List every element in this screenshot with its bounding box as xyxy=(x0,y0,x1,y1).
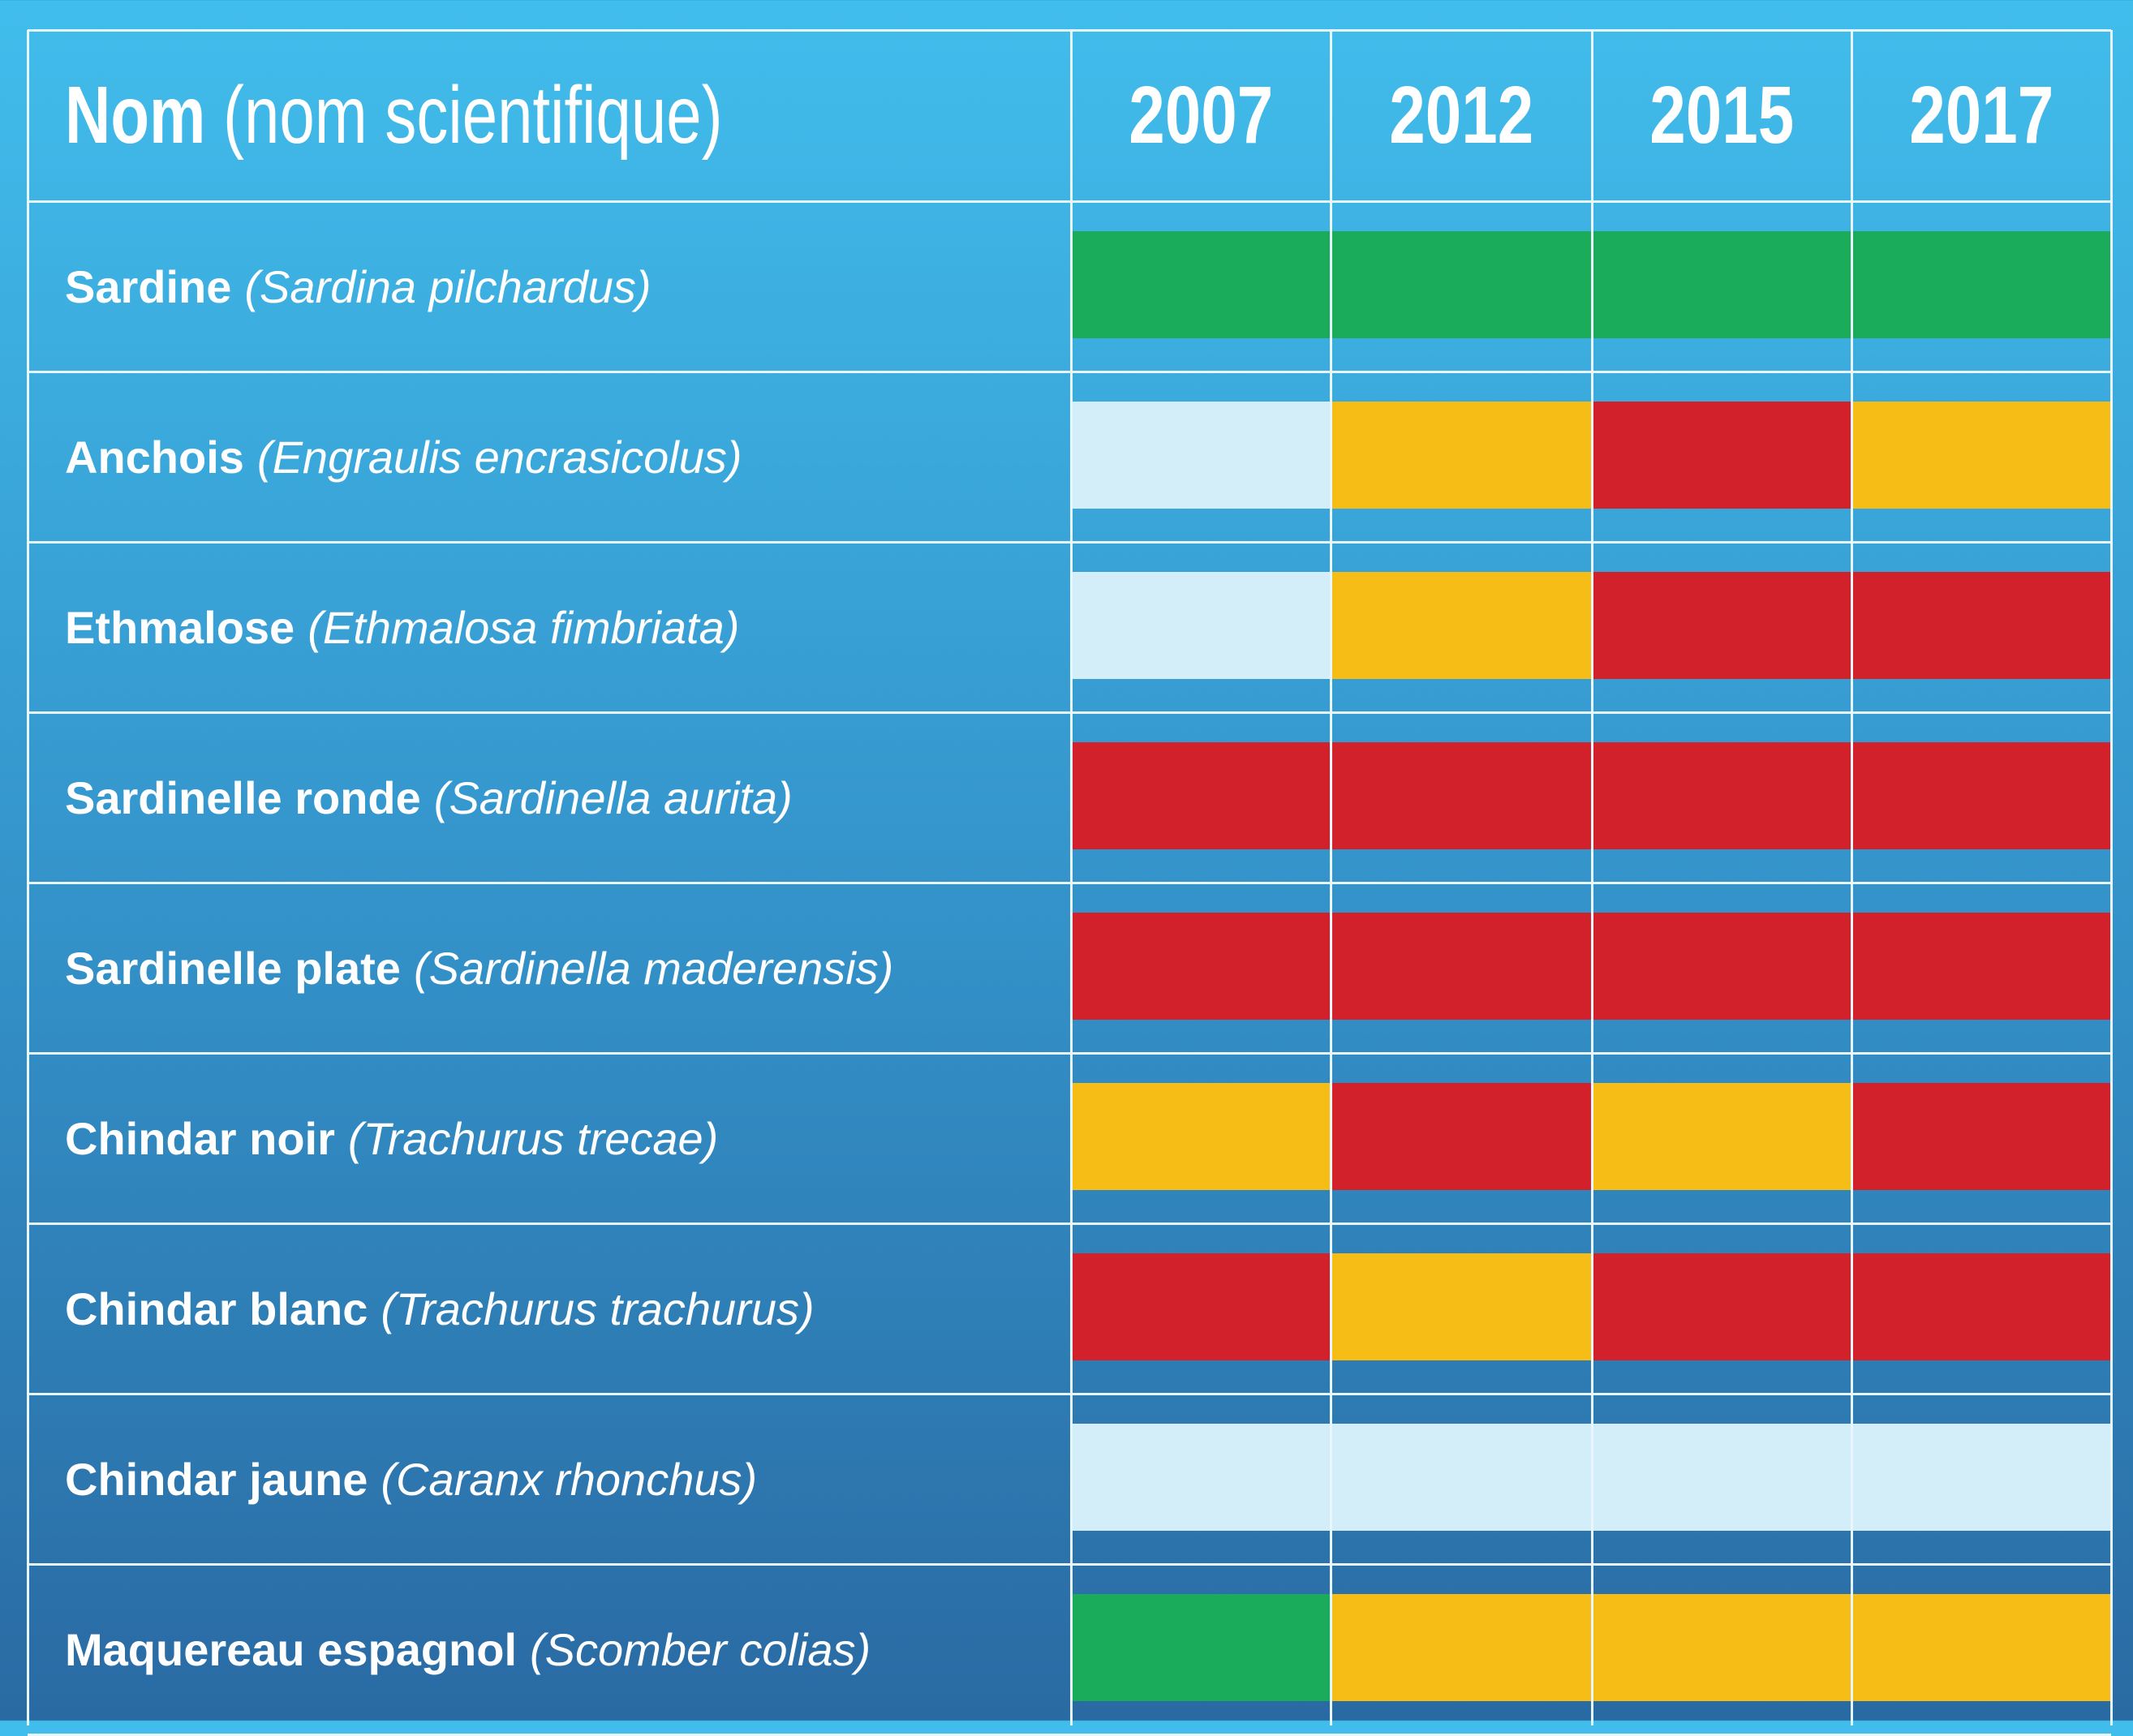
status-cell xyxy=(1071,913,1331,1020)
scientific-name: (Trachurus trachurus) xyxy=(381,1283,814,1335)
scientific-name: (Sardinella maderensis) xyxy=(414,942,893,995)
year-header: 2017 xyxy=(1851,30,2111,201)
scientific-name: (Caranx rhonchus) xyxy=(381,1453,757,1506)
status-cell xyxy=(1071,572,1331,679)
status-cell xyxy=(1331,1424,1592,1531)
row-label: Chindar blanc(Trachurus trachurus) xyxy=(65,1223,815,1394)
status-cell xyxy=(1851,1253,2111,1360)
scientific-name: (Scomber colias) xyxy=(530,1623,871,1676)
row-label: Maquereau espagnol(Scomber colias) xyxy=(65,1564,871,1734)
status-cell xyxy=(1592,913,1851,1020)
scientific-name: (Sardinella aurita) xyxy=(434,771,793,824)
grid-line xyxy=(28,1052,2111,1055)
status-cell xyxy=(1851,402,2111,509)
status-cell xyxy=(1851,1424,2111,1531)
year-header: 2007 xyxy=(1071,30,1331,201)
year-header: 2015 xyxy=(1592,30,1851,201)
grid-line xyxy=(28,882,2111,884)
status-cell xyxy=(1331,913,1592,1020)
year-header: 2012 xyxy=(1331,30,1592,201)
grid-line xyxy=(1070,30,1073,1725)
status-cell xyxy=(1851,1083,2111,1190)
year-label: 2012 xyxy=(1389,69,1533,162)
species-name: Chindar jaune xyxy=(65,1453,368,1506)
grid-line xyxy=(1851,30,1853,1725)
status-cell xyxy=(1331,231,1592,338)
status-cell xyxy=(1851,231,2111,338)
status-cell xyxy=(1331,742,1592,849)
scientific-name: (Ethmalosa fimbriata) xyxy=(307,601,739,654)
grid-line xyxy=(28,541,2111,544)
species-name: Chindar blanc xyxy=(65,1283,368,1335)
species-name: Sardinelle ronde xyxy=(65,771,421,824)
header-subtitle: (nom scientifique) xyxy=(223,70,723,161)
status-cell xyxy=(1592,572,1851,679)
page: Nom (nom scientifique) (() => { const da… xyxy=(0,0,2133,1721)
grid-line xyxy=(28,1563,2111,1566)
status-cell xyxy=(1071,1083,1331,1190)
grid-line xyxy=(28,1393,2111,1395)
status-cell xyxy=(1331,1594,1592,1701)
scientific-name: (Engraulis encrasicolus) xyxy=(257,431,742,483)
species-name: Anchois xyxy=(65,431,244,483)
species-name: Sardine xyxy=(65,260,231,313)
grid-line xyxy=(1330,30,1332,1725)
status-cell xyxy=(1071,231,1331,338)
status-cell xyxy=(1331,1083,1592,1190)
status-cell xyxy=(1592,402,1851,509)
status-cell xyxy=(1592,231,1851,338)
status-cell xyxy=(1592,1594,1851,1701)
species-name: Ethmalose xyxy=(65,601,295,654)
status-cell xyxy=(1592,1083,1851,1190)
status-cell xyxy=(1592,1253,1851,1360)
status-cell xyxy=(1331,1253,1592,1360)
status-cell xyxy=(1592,1424,1851,1531)
header-title: Nom (nom scientifique) xyxy=(65,30,908,201)
status-cell xyxy=(1851,913,2111,1020)
species-name: Chindar noir xyxy=(65,1112,335,1165)
status-cell xyxy=(1592,742,1851,849)
row-label: Anchois(Engraulis encrasicolus) xyxy=(65,372,742,542)
status-cell xyxy=(1331,572,1592,679)
year-label: 2007 xyxy=(1129,69,1273,162)
status-cell xyxy=(1851,742,2111,849)
status-cell xyxy=(1071,742,1331,849)
status-cell xyxy=(1851,572,2111,679)
grid-line xyxy=(28,711,2111,714)
scientific-name: (Sardina pilchardus) xyxy=(244,260,651,313)
row-label: Sardinelle plate(Sardinella maderensis) xyxy=(65,883,893,1053)
status-cell xyxy=(1071,1253,1331,1360)
row-label: Chindar jaune(Caranx rhonchus) xyxy=(65,1394,757,1564)
status-cell xyxy=(1071,1424,1331,1531)
grid-line xyxy=(27,30,29,1725)
status-cell xyxy=(1331,402,1592,509)
scientific-name: (Trachurus trecae) xyxy=(348,1112,718,1165)
row-label: Sardine(Sardina pilchardus) xyxy=(65,201,652,372)
status-cell xyxy=(1071,402,1331,509)
status-cell xyxy=(1071,1594,1331,1701)
row-label: Ethmalose(Ethmalosa fimbriata) xyxy=(65,542,739,712)
grid-line xyxy=(28,1223,2111,1225)
row-label: Sardinelle ronde(Sardinella aurita) xyxy=(65,712,793,883)
header-name: Nom xyxy=(65,70,205,161)
species-name: Sardinelle plate xyxy=(65,942,401,995)
grid-line xyxy=(1591,30,1593,1725)
year-label: 2015 xyxy=(1649,69,1794,162)
grid-line xyxy=(28,371,2111,373)
status-cell xyxy=(1851,1594,2111,1701)
species-name: Maquereau espagnol xyxy=(65,1623,517,1676)
grid-line xyxy=(2110,30,2113,1725)
row-label: Chindar noir(Trachurus trecae) xyxy=(65,1053,718,1223)
year-label: 2017 xyxy=(1909,69,2053,162)
